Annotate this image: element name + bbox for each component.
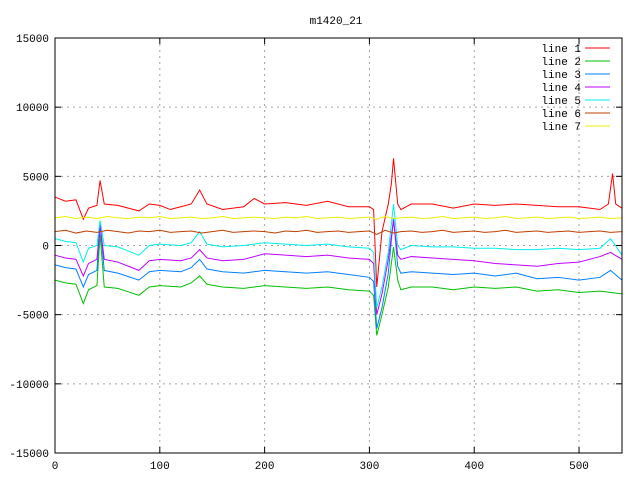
plot-frame bbox=[54, 37, 623, 454]
series-line-3 bbox=[54, 217, 623, 329]
y-tick-label: -5000 bbox=[16, 311, 49, 323]
series-line-6 bbox=[54, 229, 623, 235]
series-line-5 bbox=[54, 203, 623, 308]
legend-label: line 5 bbox=[541, 96, 581, 108]
x-tick-label: 0 bbox=[52, 461, 59, 473]
series-line-1 bbox=[54, 158, 623, 288]
series-line-4 bbox=[54, 220, 623, 315]
y-tick-label: -10000 bbox=[9, 380, 49, 392]
legend-label: line 1 bbox=[541, 44, 581, 56]
x-tick-label: 400 bbox=[464, 461, 484, 473]
series-line-7 bbox=[54, 215, 623, 220]
legend-label: line 3 bbox=[541, 70, 581, 82]
x-tick-label: 300 bbox=[360, 461, 380, 473]
series-line-2 bbox=[54, 234, 623, 336]
y-tick-label: -15000 bbox=[9, 449, 49, 461]
y-tick-label: 10000 bbox=[16, 103, 49, 115]
x-tick-label: 500 bbox=[569, 461, 589, 473]
legend-label: line 6 bbox=[541, 109, 581, 121]
x-tick-label: 100 bbox=[150, 461, 170, 473]
x-tick-label: 200 bbox=[255, 461, 275, 473]
series-group bbox=[54, 158, 623, 336]
y-tick-label: 5000 bbox=[23, 172, 49, 184]
y-tick-label: 0 bbox=[42, 242, 49, 254]
legend-label: line 7 bbox=[541, 122, 581, 134]
legend-label: line 4 bbox=[541, 83, 581, 95]
chart-title: m1420_21 bbox=[310, 16, 363, 28]
legend-label: line 2 bbox=[541, 57, 581, 69]
y-tick-label: 15000 bbox=[16, 34, 49, 46]
